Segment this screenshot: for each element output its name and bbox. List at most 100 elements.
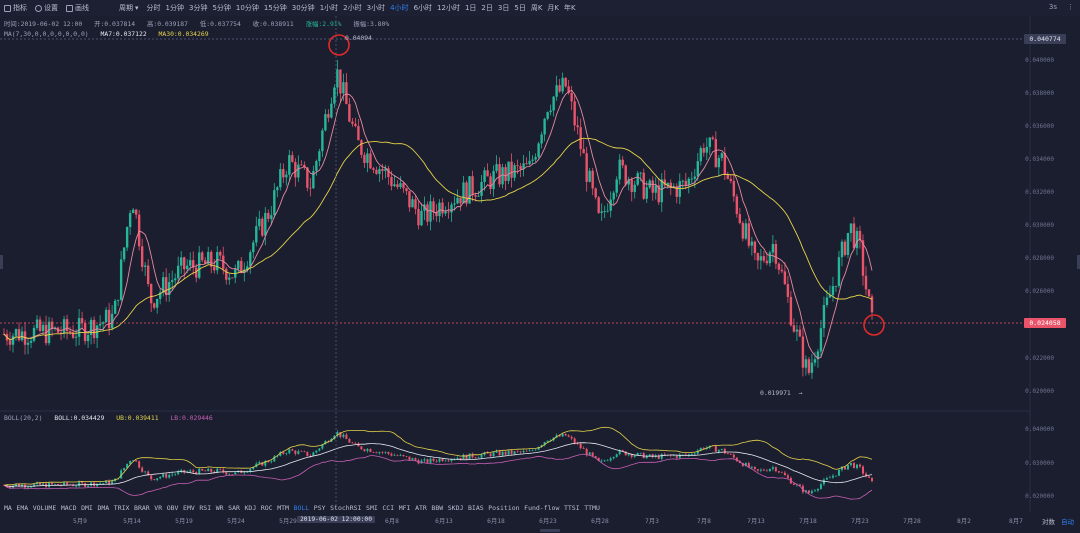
timeframe-9[interactable]: 3小时 xyxy=(366,4,386,12)
low-annotation: 0.019971 → xyxy=(760,389,803,397)
boll-candle xyxy=(798,483,801,487)
candle xyxy=(471,170,474,202)
candle xyxy=(420,203,423,227)
candle xyxy=(285,170,288,186)
timeframe-4[interactable]: 10分钟 xyxy=(235,4,259,12)
ma30-line xyxy=(3,137,873,341)
bottom-scroll-handle[interactable] xyxy=(540,529,560,532)
ma7-value: MA7:0.037122 xyxy=(100,30,147,38)
indicator-tab-bias[interactable]: BIAS xyxy=(468,504,484,512)
indicator-tab-emv[interactable]: EMV xyxy=(183,504,195,512)
timeframe-6[interactable]: 30分钟 xyxy=(291,4,315,12)
log-scale-button[interactable]: 对数 xyxy=(1042,518,1055,526)
timeframe-5[interactable]: 15分钟 xyxy=(263,4,287,12)
candle xyxy=(483,167,486,191)
candle xyxy=(537,141,540,159)
indicator-tab-smi[interactable]: SMI xyxy=(366,504,378,512)
candle xyxy=(77,308,81,346)
right-scroll-handle[interactable] xyxy=(1077,255,1080,269)
timeframe-19[interactable]: 年K xyxy=(564,4,576,12)
candle xyxy=(795,324,799,342)
indicator-tab-brar[interactable]: BRAR xyxy=(134,504,150,512)
indicator-tab-rsi[interactable]: RSI xyxy=(199,504,212,512)
indicator-button[interactable]: 指标 xyxy=(4,3,27,13)
indicator-tab-trix[interactable]: TRIX xyxy=(113,504,130,512)
candle xyxy=(822,296,826,338)
timeframe-18[interactable]: 月K xyxy=(547,4,560,12)
candle xyxy=(510,153,513,188)
ma-params[interactable]: MA(7,30,0,0,0,0,0,0,0) xyxy=(4,30,89,38)
timeframe-3[interactable]: 5分钟 xyxy=(212,4,231,12)
timeframe-7[interactable]: 1小时 xyxy=(319,4,339,12)
candle xyxy=(321,128,324,158)
indicator-tab-sar[interactable]: SAR xyxy=(228,504,240,512)
timeframe-2[interactable]: 3分钟 xyxy=(188,4,208,12)
timeframe-10[interactable]: 4小时 xyxy=(390,4,409,12)
timeframe-16[interactable]: 5日 xyxy=(514,4,526,12)
candle xyxy=(303,161,306,170)
indicator-tab-volume[interactable]: VOLUME xyxy=(32,504,57,512)
candle xyxy=(20,326,24,342)
draw-line-button[interactable]: 画线 xyxy=(66,3,89,13)
candle xyxy=(846,232,850,259)
indicator-tab-ttmu[interactable]: TTMU xyxy=(584,504,600,512)
timeframe-11[interactable]: 6小时 xyxy=(413,4,433,12)
boll-candle xyxy=(225,471,228,476)
boll-candle xyxy=(717,449,720,454)
indicator-tab-mtm[interactable]: MTM xyxy=(277,504,289,512)
timeframe-15[interactable]: 3日 xyxy=(497,4,510,12)
indicator-tab-psy[interactable]: PSY xyxy=(313,504,326,512)
timeframe-1[interactable]: 1分钟 xyxy=(165,4,184,12)
boll-candle xyxy=(159,476,162,480)
indicator-tab-bbw[interactable]: BBW xyxy=(431,504,444,512)
candle xyxy=(243,262,246,282)
indicator-tab-cci[interactable]: CCI xyxy=(382,504,395,512)
indicator-tab-dmi[interactable]: DMI xyxy=(81,504,93,512)
candle xyxy=(336,59,339,97)
boll-params[interactable]: BOLL(20,2) xyxy=(4,414,43,422)
expand-icon[interactable]: ⋮ xyxy=(1067,3,1074,11)
indicator-tab-ttsi[interactable]: TTSI xyxy=(563,504,580,512)
indicator-tab-kdj[interactable]: KDJ xyxy=(244,504,257,512)
candle xyxy=(720,152,724,162)
indicator-tab-position[interactable]: Position xyxy=(488,504,520,512)
boll-candle xyxy=(273,454,276,462)
left-scroll-handle[interactable] xyxy=(0,255,3,269)
indicator-tab-dma[interactable]: DMA xyxy=(97,504,110,512)
timeframe-13[interactable]: 1日 xyxy=(464,4,477,12)
price-tick-6: 0.028000 xyxy=(1025,255,1054,263)
indicator-tab-mfi[interactable]: MFI xyxy=(398,504,411,512)
settings-button[interactable]: 设置 xyxy=(35,3,58,13)
indicator-tab-vr[interactable]: VR xyxy=(154,504,163,512)
indicator-tab-obv[interactable]: OBV xyxy=(166,504,179,512)
indicator-tab-ema[interactable]: EMA xyxy=(16,504,29,512)
indicator-tab-ma[interactable]: MA xyxy=(4,504,12,512)
boll-candle xyxy=(615,453,618,458)
timeframe-17[interactable]: 周K xyxy=(530,4,543,12)
high-annotation: 0.04094 xyxy=(345,34,380,42)
timeframe-14[interactable]: 2日 xyxy=(481,4,493,12)
auto-scale-button[interactable]: 自动 xyxy=(1061,518,1074,526)
timeframe-0[interactable]: 分时 xyxy=(146,4,161,12)
candle xyxy=(783,262,787,285)
refresh-interval[interactable]: 3s xyxy=(1048,3,1057,11)
timeframe-12[interactable]: 12小时 xyxy=(437,4,460,12)
indicator-tab-roc[interactable]: ROC xyxy=(260,504,273,512)
candle xyxy=(267,209,270,223)
boll-candle xyxy=(105,479,108,484)
candle xyxy=(711,135,715,141)
timeframe-8[interactable]: 2小时 xyxy=(343,4,362,12)
indicator-tab-stochrsi[interactable]: StochRSI xyxy=(330,504,362,512)
boll-candle xyxy=(732,453,735,459)
candle xyxy=(384,164,387,179)
indicator-tab-skdj[interactable]: SKDJ xyxy=(447,504,464,512)
indicator-tab-atr[interactable]: ATR xyxy=(415,504,427,512)
indicator-tab-boll[interactable]: BOLL xyxy=(293,504,310,512)
toolbar-right: 3s ⋮ xyxy=(1049,3,1074,11)
indicator-tab-wr[interactable]: WR xyxy=(215,504,224,512)
indicator-tab-fund-flow[interactable]: Fund-flow xyxy=(524,504,560,512)
boll-candle xyxy=(12,485,15,490)
period-dropdown[interactable]: 周期 ▾ xyxy=(119,3,139,13)
indicator-tab-macd[interactable]: MACD xyxy=(60,504,77,512)
